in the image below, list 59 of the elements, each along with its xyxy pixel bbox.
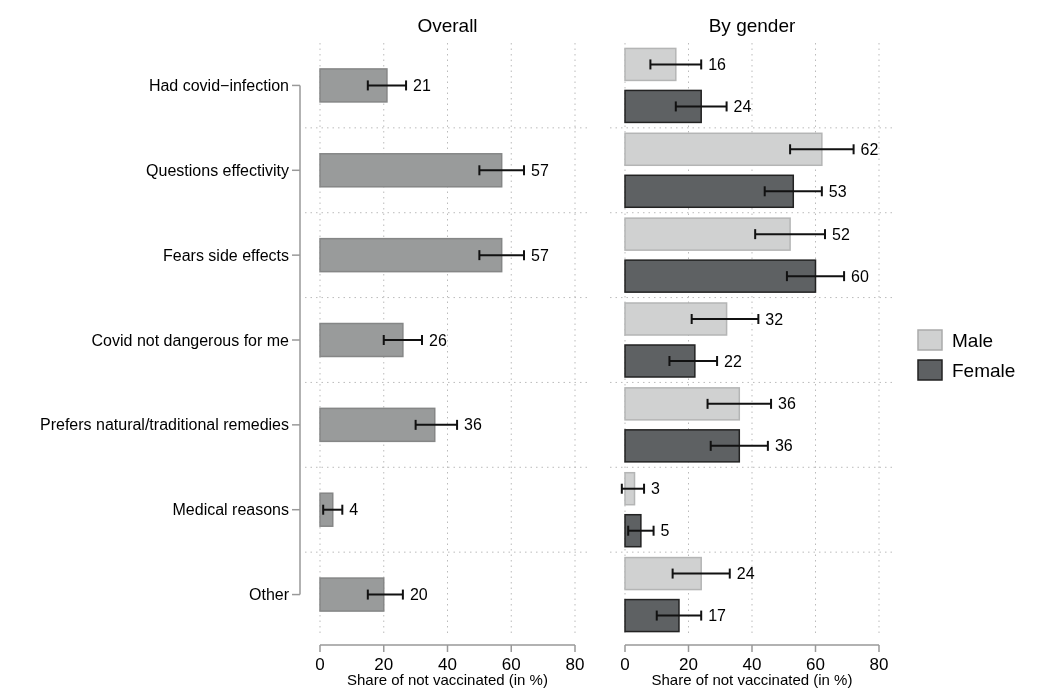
- x-tick-label: 40: [742, 655, 762, 674]
- bar: [624, 259, 817, 293]
- legend-label: Male: [952, 329, 994, 351]
- x-tick-label: 60: [806, 655, 825, 674]
- chart-title: Overall: [417, 15, 478, 36]
- bar: [319, 407, 436, 443]
- bar: [624, 344, 696, 378]
- bar: [624, 174, 795, 209]
- bar: [319, 237, 503, 273]
- x-axis-title: Share of not vaccinated (in %): [347, 671, 548, 688]
- x-tick-label: 60: [501, 655, 521, 674]
- data-label: 3: [651, 480, 661, 498]
- bar: [319, 322, 404, 358]
- data-label: 36: [774, 437, 793, 455]
- data-label: 53: [828, 182, 847, 200]
- chart-title: By gender: [708, 15, 796, 36]
- y-tick-label: Fears side effects: [163, 246, 289, 264]
- bar: [624, 89, 702, 124]
- y-tick-label: Questions effectivity: [146, 161, 289, 179]
- x-axis-title: Share of not vaccinated (in %): [651, 671, 853, 688]
- y-tick-label: Medical reasons: [172, 501, 289, 519]
- data-label: 24: [736, 565, 755, 583]
- data-label: 17: [708, 607, 727, 625]
- x-tick-label: 40: [438, 655, 457, 674]
- data-label: 21: [413, 77, 431, 95]
- bar: [624, 513, 642, 548]
- bar: [319, 492, 334, 527]
- x-tick-label: 20: [374, 655, 394, 674]
- data-label: 4: [349, 501, 359, 519]
- bar: [319, 577, 385, 612]
- data-label: 36: [778, 395, 796, 413]
- x-tick-label: 20: [679, 655, 698, 674]
- data-label: 26: [429, 331, 447, 349]
- x-tick-label: 80: [565, 655, 585, 674]
- bar: [624, 429, 741, 463]
- data-label: 24: [733, 98, 752, 116]
- data-label: 36: [464, 416, 482, 434]
- y-tick-label: Other: [248, 586, 290, 604]
- data-label: 20: [409, 586, 428, 604]
- data-label: 62: [860, 140, 879, 158]
- x-tick-label: 0: [620, 655, 630, 674]
- x-tick-label: 0: [315, 655, 325, 674]
- data-label: 32: [765, 310, 784, 328]
- x-tick-label: 80: [869, 655, 889, 674]
- data-label: 57: [531, 246, 549, 264]
- legend-label: Female: [952, 359, 1016, 381]
- data-label: 57: [531, 161, 549, 179]
- y-tick-label: Prefers natural/traditional remedies: [39, 416, 289, 434]
- data-label: 60: [851, 267, 869, 285]
- bar: [319, 153, 503, 188]
- y-tick-label: Covid not dangerous for me: [91, 331, 290, 349]
- data-label: 5: [660, 522, 670, 540]
- bar: [319, 68, 388, 103]
- y-tick-label: Had covid−infection: [148, 77, 289, 95]
- data-label: 22: [724, 352, 742, 370]
- bar: [624, 302, 728, 336]
- data-label: 52: [832, 225, 850, 243]
- data-label: 16: [708, 56, 727, 74]
- bar: [624, 598, 680, 633]
